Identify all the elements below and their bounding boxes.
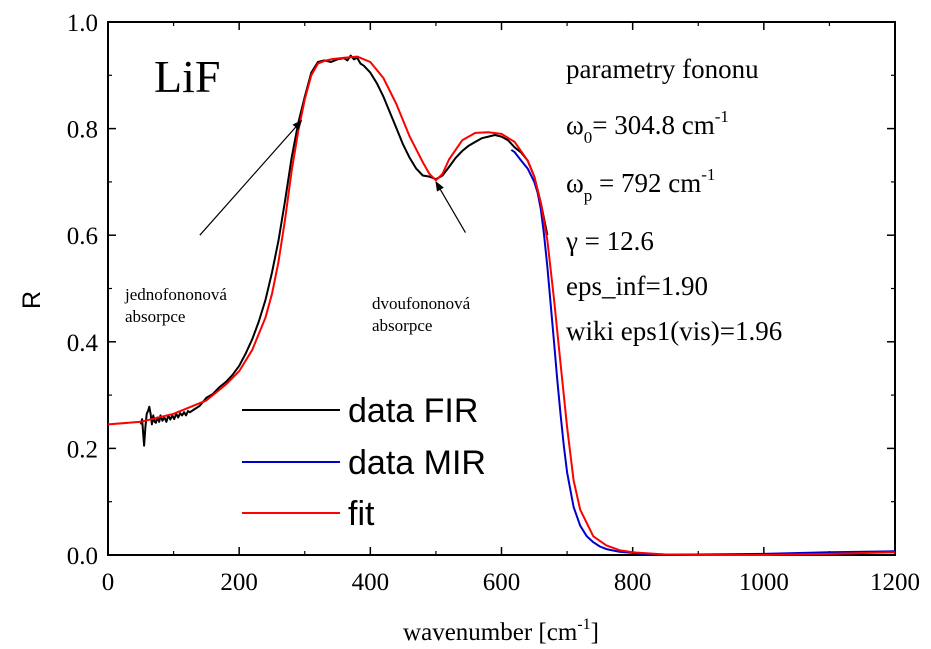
param-omega0: ω0= 304.8 cm-1	[566, 107, 729, 147]
axis-ticks: 0 200 400 600 800 1000 1200 0.0 0.2 0.4 0.6 0.8 1.0	[67, 10, 920, 596]
x-tick-label: 0	[102, 569, 115, 596]
sample-label: LiF	[154, 51, 220, 102]
x-tick-label: 1200	[870, 569, 920, 596]
annotation-two-phonon-line2: absorpce	[372, 316, 432, 335]
annotations: jednofononová absorpce dvoufononová abso…	[124, 119, 471, 335]
x-axis-label: wavenumber [cm-1]	[403, 616, 599, 646]
phonon-parameters: parametry fononu ω0= 304.8 cm-1 ωp = 792…	[565, 54, 782, 346]
y-tick-label: 1.0	[67, 10, 98, 37]
y-tick-label: 0.8	[67, 117, 98, 144]
y-tick-label: 0.2	[67, 436, 98, 463]
x-tick-label: 200	[220, 569, 258, 596]
x-tick-label: 600	[483, 569, 521, 596]
param-eps-inf: eps_inf=1.90	[566, 271, 708, 301]
annotation-one-phonon-line1: jednofononová	[124, 285, 227, 304]
legend-label-fit: fit	[348, 495, 375, 533]
param-omegap: ωp = 792 cm-1	[566, 165, 715, 205]
param-wiki-eps1: wiki eps1(vis)=1.96	[566, 316, 782, 346]
series-layer	[107, 54, 896, 556]
legend-label-data-fir: data FIR	[348, 392, 478, 430]
x-tick-label: 800	[614, 569, 652, 596]
series-line-data-mir	[510, 149, 896, 556]
x-tick-label: 400	[352, 569, 390, 596]
annotation-one-phonon-line2: absorpce	[125, 307, 185, 326]
param-gamma: γ = 12.6	[565, 226, 654, 256]
legend: data FIR data MIR fit	[242, 392, 486, 533]
y-axis-label: R	[18, 291, 46, 309]
x-tick-label: 1000	[739, 569, 789, 596]
legend-label-data-mir: data MIR	[348, 444, 486, 482]
series-line-fit	[107, 55, 896, 556]
y-tick-label: 0.0	[67, 543, 98, 570]
annotation-arrow-1	[435, 181, 466, 233]
param-heading: parametry fononu	[566, 54, 759, 84]
series-line-data-fir	[139, 54, 549, 447]
y-tick-label: 0.4	[67, 330, 99, 357]
annotation-two-phonon-line1: dvoufononová	[372, 294, 471, 313]
y-tick-label: 0.6	[67, 223, 98, 250]
annotation-arrow-0	[199, 119, 303, 236]
